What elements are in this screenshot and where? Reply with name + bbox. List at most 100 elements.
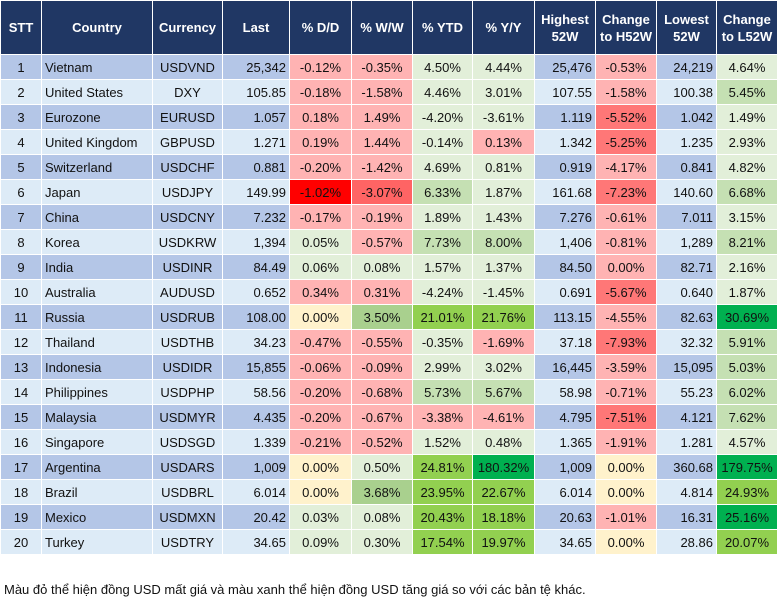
cell-ytd: -4.24% bbox=[412, 279, 473, 305]
cell-h52: 25,476 bbox=[534, 54, 596, 80]
cell-stt: 2 bbox=[0, 79, 42, 105]
cell-last: 0.881 bbox=[222, 154, 290, 180]
cell-ytd: 4.69% bbox=[412, 154, 473, 180]
cell-ytd: 21.01% bbox=[412, 304, 473, 330]
cell-currency: USDTHB bbox=[152, 329, 223, 355]
cell-h52: 34.65 bbox=[534, 529, 596, 555]
cell-currency: USDCNY bbox=[152, 204, 223, 230]
cell-ww: -0.67% bbox=[351, 404, 413, 430]
cell-ch52: -0.53% bbox=[595, 54, 657, 80]
cell-ytd: 7.73% bbox=[412, 229, 473, 255]
cell-stt: 10 bbox=[0, 279, 42, 305]
cell-ww: -1.42% bbox=[351, 154, 413, 180]
cell-country: Vietnam bbox=[41, 54, 153, 80]
table-row: 20 Turkey USDTRY 34.65 0.09% 0.30% 17.54% 19.97… bbox=[0, 529, 777, 555]
table-row: 13 Indonesia USDIDR 15,855 -0.06% -0.09% 2.99%… bbox=[0, 354, 777, 380]
cell-cl52: 5.45% bbox=[716, 79, 777, 105]
cell-stt: 20 bbox=[0, 529, 42, 555]
cell-l52: 55.23 bbox=[656, 379, 717, 405]
cell-ww: -0.52% bbox=[351, 429, 413, 455]
cell-stt: 5 bbox=[0, 154, 42, 180]
cell-yy: -1.45% bbox=[472, 279, 535, 305]
column-header-ww[interactable]: % W/W bbox=[351, 0, 413, 55]
cell-country: Russia bbox=[41, 304, 153, 330]
cell-ytd: 4.50% bbox=[412, 54, 473, 80]
cell-country: Argentina bbox=[41, 454, 153, 480]
cell-ch52: -1.91% bbox=[595, 429, 657, 455]
column-header-cl52[interactable]: Change to L52W bbox=[716, 0, 777, 55]
cell-ch52: 0.00% bbox=[595, 479, 657, 505]
cell-h52: 20.63 bbox=[534, 504, 596, 530]
cell-cl52: 8.21% bbox=[716, 229, 777, 255]
cell-last: 34.65 bbox=[222, 529, 290, 555]
column-header-h52[interactable]: Highest 52W bbox=[534, 0, 596, 55]
cell-yy: 22.67% bbox=[472, 479, 535, 505]
table-row: 2 United States DXY 105.85 -0.18% -1.58% 4.46%… bbox=[0, 79, 777, 105]
cell-country: Thailand bbox=[41, 329, 153, 355]
cell-dd: -0.20% bbox=[289, 154, 352, 180]
cell-country: United Kingdom bbox=[41, 129, 153, 155]
table-row: 12 Thailand USDTHB 34.23 -0.47% -0.55% -0.35% -… bbox=[0, 329, 777, 355]
cell-h52: 1.342 bbox=[534, 129, 596, 155]
column-header-yy[interactable]: % Y/Y bbox=[472, 0, 535, 55]
cell-currency: USDPHP bbox=[152, 379, 223, 405]
cell-cl52: 24.93% bbox=[716, 479, 777, 505]
cell-ww: 0.08% bbox=[351, 504, 413, 530]
cell-country: Mexico bbox=[41, 504, 153, 530]
cell-last: 149.99 bbox=[222, 179, 290, 205]
cell-yy: 1.87% bbox=[472, 179, 535, 205]
column-header-country[interactable]: Country bbox=[41, 0, 153, 55]
cell-currency: DXY bbox=[152, 79, 223, 105]
column-header-last[interactable]: Last bbox=[222, 0, 290, 55]
cell-dd: 0.00% bbox=[289, 304, 352, 330]
cell-yy: 21.76% bbox=[472, 304, 535, 330]
cell-currency: USDVND bbox=[152, 54, 223, 80]
cell-yy: 1.37% bbox=[472, 254, 535, 280]
cell-ytd: 1.52% bbox=[412, 429, 473, 455]
cell-ww: -0.68% bbox=[351, 379, 413, 405]
cell-ch52: -7.51% bbox=[595, 404, 657, 430]
column-header-dd[interactable]: % D/D bbox=[289, 0, 352, 55]
cell-ww: -0.55% bbox=[351, 329, 413, 355]
column-header-ch52[interactable]: Change to H52W bbox=[595, 0, 657, 55]
cell-country: Malaysia bbox=[41, 404, 153, 430]
cell-yy: 180.32% bbox=[472, 454, 535, 480]
cell-yy: 0.13% bbox=[472, 129, 535, 155]
cell-h52: 84.50 bbox=[534, 254, 596, 280]
column-header-ytd[interactable]: % YTD bbox=[412, 0, 473, 55]
cell-ww: -3.07% bbox=[351, 179, 413, 205]
cell-last: 25,342 bbox=[222, 54, 290, 80]
cell-ch52: -1.58% bbox=[595, 79, 657, 105]
cell-h52: 1.119 bbox=[534, 104, 596, 130]
cell-yy: -1.69% bbox=[472, 329, 535, 355]
cell-currency: USDIDR bbox=[152, 354, 223, 380]
cell-stt: 4 bbox=[0, 129, 42, 155]
cell-country: Turkey bbox=[41, 529, 153, 555]
cell-yy: 5.67% bbox=[472, 379, 535, 405]
cell-stt: 3 bbox=[0, 104, 42, 130]
cell-currency: USDRUB bbox=[152, 304, 223, 330]
cell-stt: 12 bbox=[0, 329, 42, 355]
cell-currency: AUDUSD bbox=[152, 279, 223, 305]
cell-ww: -0.09% bbox=[351, 354, 413, 380]
column-header-stt[interactable]: STT bbox=[0, 0, 42, 55]
cell-yy: 8.00% bbox=[472, 229, 535, 255]
currency-table: STT Country Currency Last% D/D% W/W% YTD% Y… bbox=[0, 0, 777, 555]
column-header-currency[interactable]: Currency bbox=[152, 0, 223, 55]
cell-yy: 4.44% bbox=[472, 54, 535, 80]
cell-ytd: 1.89% bbox=[412, 204, 473, 230]
cell-cl52: 4.82% bbox=[716, 154, 777, 180]
cell-h52: 113.15 bbox=[534, 304, 596, 330]
cell-cl52: 30.69% bbox=[716, 304, 777, 330]
cell-yy: 1.43% bbox=[472, 204, 535, 230]
table-row: 14 Philippines USDPHP 58.56 -0.20% -0.68% 5.73… bbox=[0, 379, 777, 405]
cell-ytd: 20.43% bbox=[412, 504, 473, 530]
column-header-l52[interactable]: Lowest 52W bbox=[656, 0, 717, 55]
cell-currency: GBPUSD bbox=[152, 129, 223, 155]
cell-ch52: -5.67% bbox=[595, 279, 657, 305]
cell-last: 20.42 bbox=[222, 504, 290, 530]
cell-stt: 8 bbox=[0, 229, 42, 255]
cell-dd: 0.00% bbox=[289, 454, 352, 480]
cell-l52: 0.841 bbox=[656, 154, 717, 180]
cell-ytd: 5.73% bbox=[412, 379, 473, 405]
